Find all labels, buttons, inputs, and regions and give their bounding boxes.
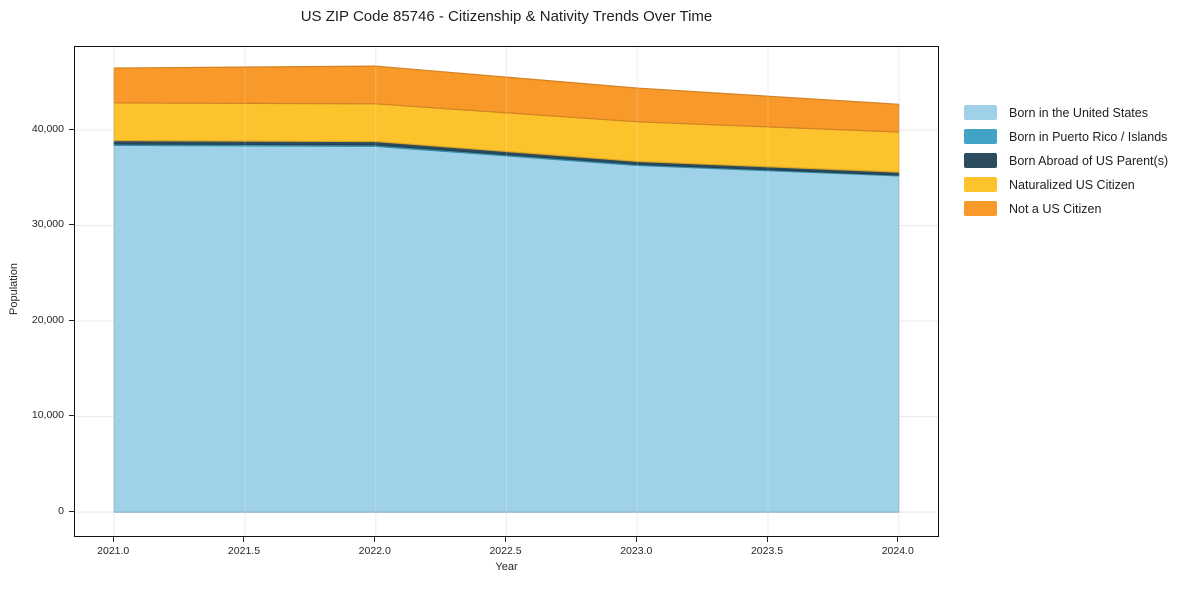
legend-item: Born in the United States (964, 105, 1168, 120)
x-tick-label: 2022.5 (489, 545, 522, 557)
x-tick-label: 2021.5 (227, 545, 261, 557)
y-tick-mark (69, 415, 74, 417)
x-tick-label: 2024.0 (881, 545, 914, 557)
x-tick-label: 2021.0 (97, 545, 130, 557)
legend-label: Born in Puerto Rico / Islands (1009, 129, 1168, 144)
legend-label: Born Abroad of US Parent(s) (1009, 153, 1169, 168)
legend-label: Not a US Citizen (1009, 201, 1102, 216)
y-tick-label: 30,000 (31, 218, 64, 231)
y-tick-label: 0 (58, 504, 64, 517)
y-tick-label: 10,000 (31, 409, 64, 422)
legend-item: Born in Puerto Rico / Islands (964, 129, 1168, 144)
legend-swatch (964, 129, 997, 144)
x-tick-mark (766, 537, 768, 542)
legend-swatch (964, 177, 997, 192)
plot-area (74, 46, 939, 537)
x-tick-mark (505, 537, 506, 542)
chart-title: US ZIP Code 85746 - Citizenship & Nativi… (300, 8, 713, 25)
legend-swatch (964, 153, 997, 168)
y-tick-mark (69, 319, 74, 321)
x-axis-label: Year (495, 561, 518, 573)
x-tick-label: 2023.5 (750, 545, 784, 557)
y-tick-mark (69, 510, 74, 512)
x-tick-mark (897, 537, 899, 542)
y-tick-label: 40,000 (31, 122, 64, 135)
x-tick-mark (635, 537, 637, 542)
legend-item: Not a US Citizen (964, 201, 1168, 216)
legend: Born in the United States Born in Puerto … (964, 105, 1168, 225)
legend-label: Born in the United States (1009, 105, 1148, 120)
y-tick-mark (69, 224, 74, 226)
legend-item: Born Abroad of US Parent(s) (964, 153, 1168, 168)
legend-item: Naturalized US Citizen (964, 177, 1168, 192)
x-tick-mark (243, 537, 245, 542)
area-series-4 (113, 65, 900, 133)
legend-swatch (964, 105, 997, 120)
stacked-area-canvas (75, 47, 938, 536)
x-tick-mark (374, 537, 376, 542)
x-tick-mark (112, 537, 114, 542)
legend-swatch (964, 201, 997, 216)
y-tick-mark (69, 128, 74, 130)
legend-label: Naturalized US Citizen (1009, 177, 1135, 192)
x-tick-label: 2022.0 (358, 545, 391, 557)
x-tick-label: 2023.0 (620, 545, 653, 557)
y-tick-label: 20,000 (31, 313, 64, 326)
